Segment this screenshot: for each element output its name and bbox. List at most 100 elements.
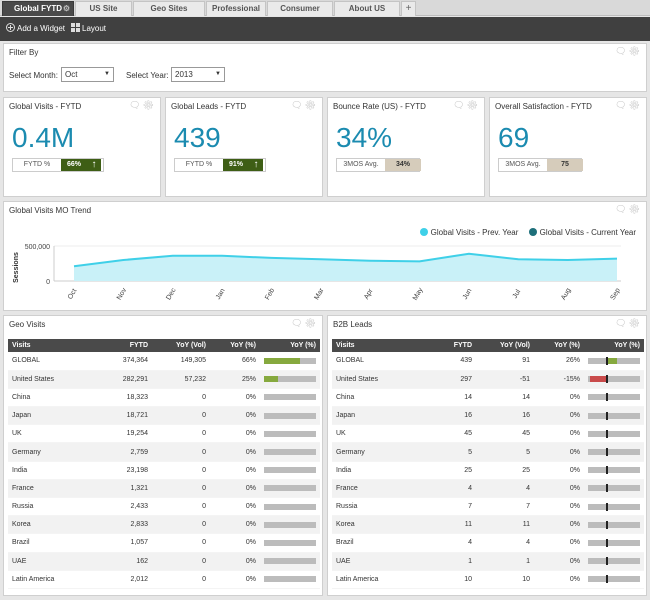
- gear-icon[interactable]: ⚙: [304, 100, 318, 110]
- table-row[interactable]: France 4 4 0%: [332, 479, 644, 499]
- column-header[interactable]: YoY (%): [534, 339, 584, 352]
- table-row[interactable]: UK 45 45 0%: [332, 424, 644, 444]
- column-header[interactable]: YoY (Vol): [152, 339, 210, 352]
- table-row[interactable]: France 1,321 0 0%: [8, 479, 320, 499]
- table-header-row: Visits FYTD YoY (Vol) YoY (%) YoY (%): [332, 339, 644, 352]
- up-arrow-icon: ↑: [249, 159, 263, 171]
- layout-button[interactable]: Layout: [71, 23, 106, 35]
- tab-about-us[interactable]: About US: [334, 1, 400, 16]
- gear-icon[interactable]: ⚙: [628, 100, 642, 110]
- column-header[interactable]: YoY (%): [210, 339, 260, 352]
- table-row[interactable]: Korea 2,833 0 0%: [8, 515, 320, 535]
- table-row[interactable]: Korea 11 11 0%: [332, 515, 644, 535]
- month-select[interactable]: Oct ▼: [61, 67, 114, 82]
- tab-professional[interactable]: Professional: [206, 1, 266, 16]
- gear-icon[interactable]: ⚙: [466, 100, 480, 110]
- table-row[interactable]: United States 297 -51 -15%: [332, 370, 644, 389]
- table-header-row: Visits FYTD YoY (Vol) YoY (%) YoY (%): [8, 339, 320, 352]
- gear-icon[interactable]: ⚙: [142, 100, 156, 110]
- gear-icon[interactable]: ⚙: [304, 318, 318, 328]
- legend-item-current[interactable]: Global Visits - Current Year: [528, 228, 636, 237]
- table-row[interactable]: Latin America 2,012 0 0%: [8, 570, 320, 589]
- table-row[interactable]: Latin America 10 10 0%: [332, 570, 644, 589]
- table-row[interactable]: GLOBAL 374,364 149,305 66%: [8, 352, 320, 371]
- table-row[interactable]: Japan 16 16 0%: [332, 406, 644, 426]
- gear-icon[interactable]: ⚙: [628, 204, 642, 214]
- row-name: GLOBAL: [8, 352, 100, 371]
- bar-zero-marker: [606, 575, 608, 584]
- column-header[interactable]: Visits: [332, 339, 424, 352]
- table-row[interactable]: Russia 7 7 0%: [332, 497, 644, 517]
- x-tick-label: Oct: [67, 288, 79, 301]
- comment-icon[interactable]: 🗨: [291, 100, 305, 110]
- table-row[interactable]: UK 19,254 0 0%: [8, 424, 320, 444]
- table-row[interactable]: United States 282,291 57,232 25%: [8, 370, 320, 389]
- table-row[interactable]: India 25 25 0%: [332, 461, 644, 480]
- table-row[interactable]: China 18,323 0 0%: [8, 388, 320, 408]
- column-header[interactable]: FYTD: [424, 339, 476, 352]
- gear-icon[interactable]: ⚙: [62, 4, 70, 13]
- bar-zero-marker: [606, 356, 608, 365]
- row-yoy-pct: 26%: [534, 352, 584, 371]
- comment-icon[interactable]: 🗨: [453, 100, 467, 110]
- column-header[interactable]: FYTD: [100, 339, 152, 352]
- table-row[interactable]: GLOBAL 439 91 26%: [332, 352, 644, 371]
- row-yoy-vol: 0: [152, 442, 210, 462]
- legend-label: Global Visits - Prev. Year: [430, 228, 519, 237]
- add-tab-button[interactable]: +: [401, 1, 416, 16]
- row-yoy-pct: 0%: [534, 479, 584, 499]
- row-yoy-pct: 0%: [210, 570, 260, 589]
- comment-icon[interactable]: 🗨: [615, 318, 629, 328]
- table-row[interactable]: UAE 1 1 0%: [332, 552, 644, 571]
- table-row[interactable]: UAE 162 0 0%: [8, 552, 320, 571]
- comment-icon[interactable]: 🗨: [615, 204, 629, 214]
- row-yoy-vol: 14: [476, 388, 534, 408]
- comment-icon[interactable]: 🗨: [291, 318, 305, 328]
- panel-actions: 🗨⚙: [615, 204, 642, 215]
- table-row[interactable]: Russia 2,433 0 0%: [8, 497, 320, 517]
- toolbar: Add a Widget Layout: [0, 17, 650, 41]
- tab-us-site[interactable]: US Site: [75, 1, 132, 16]
- tab-geo-sites[interactable]: Geo Sites: [133, 1, 205, 16]
- bar-zero-marker: [606, 411, 608, 420]
- column-header[interactable]: YoY (Vol): [476, 339, 534, 352]
- gear-icon[interactable]: ⚙: [628, 46, 642, 56]
- kpi-box-label: FYTD %: [185, 161, 213, 168]
- add-widget-button[interactable]: Add a Widget: [6, 23, 65, 35]
- year-select[interactable]: 2013 ▼: [171, 67, 225, 82]
- table-row[interactable]: India 23,198 0 0%: [8, 461, 320, 480]
- bar-fill: [589, 376, 606, 383]
- x-tick-label: Apr: [363, 287, 375, 301]
- comment-icon[interactable]: 🗨: [615, 100, 629, 110]
- row-yoy-pct: 0%: [534, 497, 584, 517]
- row-fytd: 11: [424, 515, 476, 535]
- x-tick-label: Mar: [313, 287, 325, 302]
- table-row[interactable]: Germany 5 5 0%: [332, 442, 644, 462]
- comment-icon[interactable]: 🗨: [129, 100, 143, 110]
- row-name: China: [8, 388, 100, 408]
- comment-icon[interactable]: 🗨: [615, 46, 629, 56]
- column-header[interactable]: Visits: [8, 339, 100, 352]
- bar-track: [264, 558, 316, 565]
- legend-item-prev[interactable]: Global Visits - Prev. Year: [419, 228, 519, 237]
- table-row[interactable]: China 14 14 0%: [332, 388, 644, 408]
- row-yoy-pct: 0%: [534, 533, 584, 553]
- month-value: Oct: [65, 70, 78, 79]
- column-header[interactable]: YoY (%): [584, 339, 644, 352]
- table-row[interactable]: Germany 2,759 0 0%: [8, 442, 320, 462]
- row-yoy-pct: 0%: [534, 552, 584, 571]
- tab-global-fytd[interactable]: Global FYTD ⚙: [2, 1, 74, 16]
- row-fytd: 4: [424, 479, 476, 499]
- bar-track: [264, 394, 316, 401]
- table-row[interactable]: Brazil 1,057 0 0%: [8, 533, 320, 553]
- row-yoy-pct: 0%: [210, 515, 260, 535]
- bar-track: [588, 484, 640, 493]
- gear-icon[interactable]: ⚙: [628, 318, 642, 328]
- row-yoy-bar: [260, 442, 320, 462]
- table-row[interactable]: Brazil 4 4 0%: [332, 533, 644, 553]
- table-row[interactable]: Japan 18,721 0 0%: [8, 406, 320, 426]
- row-yoy-pct: 0%: [210, 497, 260, 517]
- column-header[interactable]: YoY (%): [260, 339, 320, 352]
- row-yoy-vol: 0: [152, 406, 210, 426]
- tab-consumer[interactable]: Consumer: [267, 1, 333, 16]
